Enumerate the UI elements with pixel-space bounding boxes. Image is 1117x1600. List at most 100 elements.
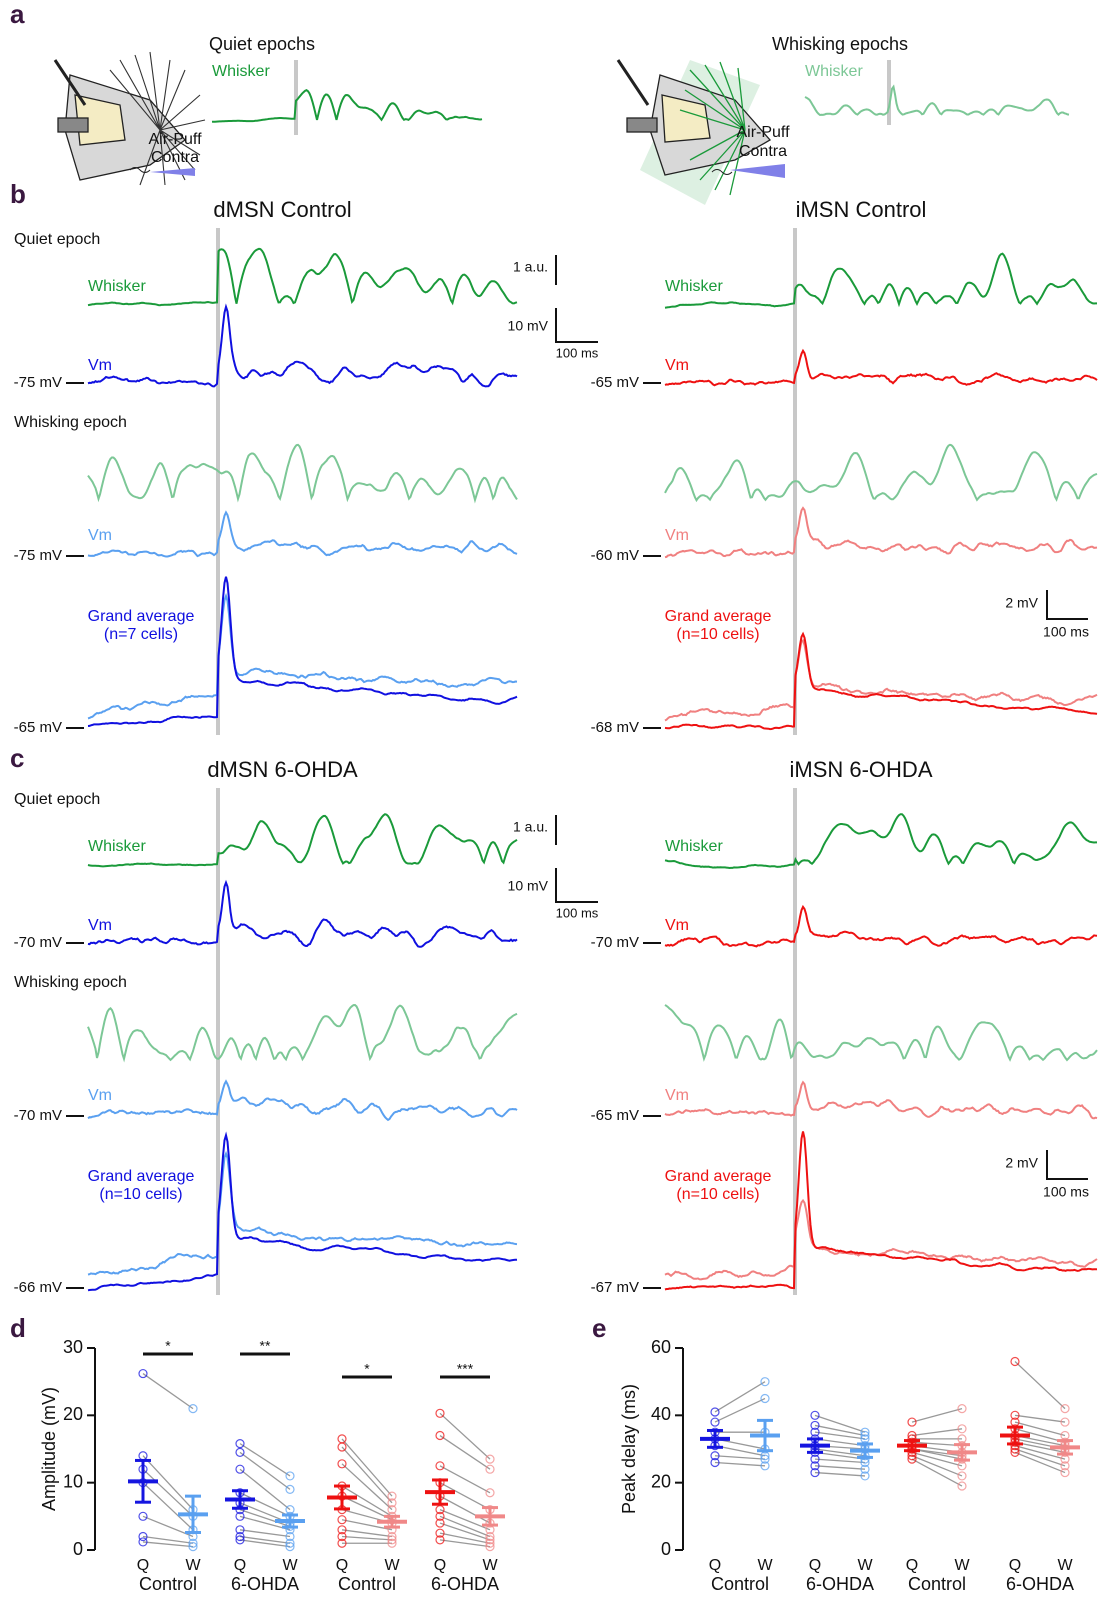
x-tick-label: Q — [809, 1557, 821, 1574]
data-point — [435, 1518, 445, 1528]
average-trace — [87, 576, 518, 727]
pair-line — [142, 1468, 194, 1517]
y-tick-label: 20 — [63, 1404, 83, 1424]
data-point — [188, 1538, 198, 1548]
data-point — [710, 1417, 720, 1427]
trace-label: Vm — [88, 527, 112, 544]
vm-trace — [87, 510, 518, 558]
mouse-schematic-whisking — [616, 59, 785, 205]
data-point — [235, 1439, 245, 1449]
scale-bar — [555, 308, 598, 343]
pair-line — [911, 1448, 963, 1460]
data-point — [760, 1377, 770, 1387]
pair-line — [341, 1519, 393, 1531]
pair-line — [814, 1424, 866, 1437]
pair-line — [1014, 1448, 1066, 1467]
pair-line — [814, 1438, 866, 1447]
average-label: (n=10 cells) — [676, 1186, 759, 1203]
panel-title: dMSN 6-OHDA — [207, 757, 358, 782]
average-label: (n=10 cells) — [676, 626, 759, 643]
data-point — [710, 1407, 720, 1417]
data-point — [387, 1535, 397, 1545]
pair-line — [814, 1465, 866, 1470]
data-point — [435, 1408, 445, 1418]
x-tick-label: Q — [709, 1557, 721, 1574]
data-point — [957, 1403, 967, 1414]
data-point — [485, 1542, 495, 1552]
baseline-label: -66 mV — [14, 1279, 62, 1296]
data-point — [907, 1417, 917, 1427]
data-point — [485, 1538, 495, 1548]
baseline-label: -65 mV — [591, 374, 639, 391]
data-point — [337, 1538, 347, 1548]
data-point — [710, 1457, 720, 1468]
baseline-label: -70 mV — [14, 934, 62, 951]
panel-title: dMSN Control — [213, 197, 351, 222]
x-tick-label: Q — [1009, 1557, 1021, 1574]
scale-label: 1 a.u. — [513, 819, 548, 835]
average-trace — [664, 631, 1098, 731]
data-point — [188, 1542, 198, 1552]
data-point — [760, 1461, 770, 1471]
scale-bar — [1046, 1150, 1088, 1180]
data-point — [235, 1511, 245, 1521]
data-point — [387, 1491, 397, 1501]
whisker-trace — [804, 84, 1070, 117]
average-trace — [87, 592, 518, 720]
scale-bar — [555, 868, 598, 903]
significance-label: *** — [457, 1361, 474, 1377]
pair-line — [1014, 1428, 1066, 1443]
pair-line — [239, 1508, 291, 1528]
group-label: 6-OHDA — [1006, 1574, 1074, 1594]
panel-letter: d — [10, 1313, 26, 1343]
pair-line — [142, 1373, 194, 1410]
baseline-label: -70 mV — [14, 1107, 62, 1124]
y-tick-label: 40 — [651, 1404, 671, 1424]
data-point — [907, 1454, 917, 1464]
whisker-trace — [664, 252, 1097, 309]
data-point — [235, 1535, 245, 1545]
data-point — [435, 1535, 445, 1545]
y-tick-label: 0 — [661, 1539, 671, 1559]
baseline-label: -65 mV — [14, 719, 62, 736]
data-point — [860, 1471, 870, 1481]
average-trace — [664, 1198, 1098, 1281]
data-point — [485, 1531, 495, 1542]
x-tick-label: W — [954, 1557, 970, 1574]
mouse-schematic-quiet — [53, 51, 206, 186]
scale-label: 100 ms — [556, 345, 599, 360]
y-axis-label: Amplitude (mV) — [39, 1387, 59, 1511]
data-point — [435, 1461, 445, 1471]
whisker-trace — [87, 1003, 518, 1063]
data-point — [387, 1538, 397, 1548]
pair-line — [239, 1451, 291, 1490]
data-point — [435, 1528, 445, 1538]
data-point — [860, 1430, 870, 1441]
pair-line — [814, 1414, 866, 1433]
data-point — [285, 1531, 295, 1542]
average-label: Grand average — [88, 608, 195, 625]
pair-line — [142, 1455, 194, 1511]
epoch-title: Quiet epochs — [209, 34, 315, 54]
epoch-title: Whisking epochs — [772, 34, 908, 54]
whisker-trace — [211, 89, 483, 123]
data-point — [485, 1454, 495, 1464]
pair-line — [239, 1468, 291, 1511]
pair-line — [911, 1441, 963, 1447]
scale-label: 2 mV — [1005, 1155, 1038, 1171]
data-point — [435, 1430, 445, 1441]
panel-letter: e — [592, 1313, 606, 1343]
data-point — [1060, 1461, 1070, 1471]
epoch-label: Whisking epoch — [14, 414, 127, 431]
panel-title: iMSN 6-OHDA — [789, 757, 932, 782]
vm-trace — [664, 506, 1098, 559]
stimulus-label: Contra — [151, 149, 199, 166]
pair-line — [142, 1535, 194, 1544]
baseline-label: -65 mV — [591, 1107, 639, 1124]
pair-line — [439, 1515, 491, 1538]
average-trace — [87, 1150, 518, 1276]
pair-line — [341, 1446, 393, 1504]
data-point — [235, 1531, 245, 1542]
pair-line — [911, 1428, 963, 1437]
